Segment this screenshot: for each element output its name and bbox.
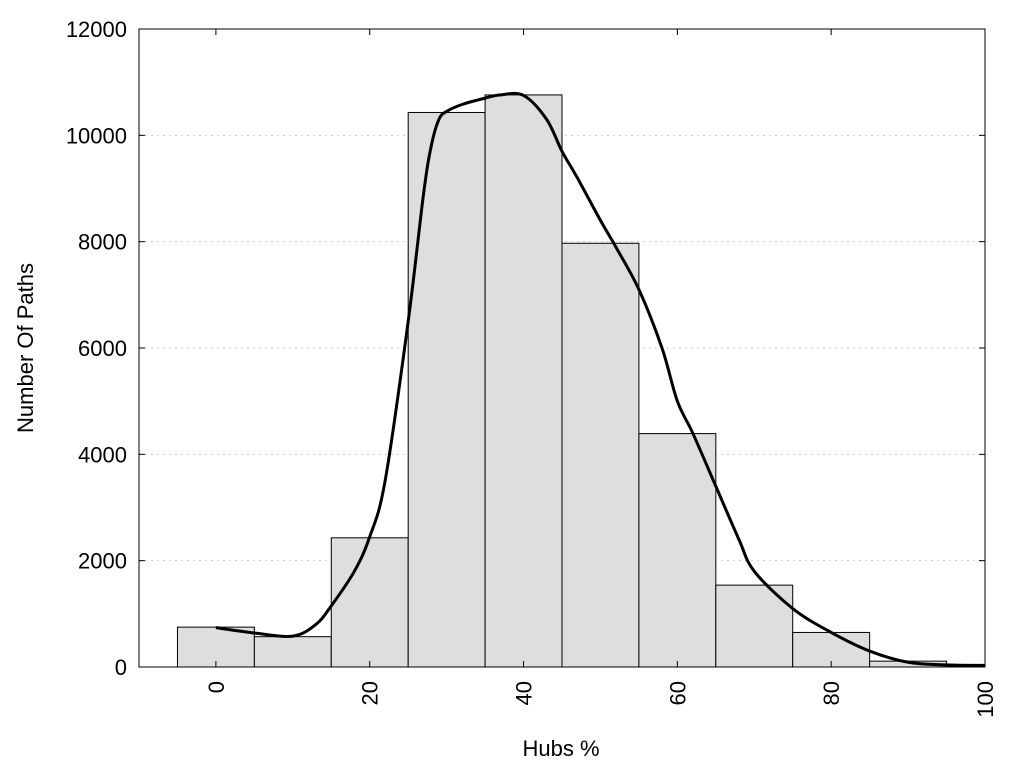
histogram-bar [407, 111, 486, 668]
y-tick-label: 6000 [78, 336, 127, 361]
histogram-bars [176, 94, 986, 668]
histogram-bar [484, 94, 563, 668]
histogram-bar [330, 537, 409, 668]
x-tick-label: 100 [973, 681, 998, 718]
y-tick-label: 4000 [78, 442, 127, 467]
x-axis-title: Hubs % [522, 736, 599, 761]
density-curve-line [215, 91, 986, 667]
histogram-bar [253, 636, 332, 668]
y-axis-ticks: 0 2000 4000 6000 8000 10000 12000 [66, 17, 985, 680]
y-tick-label: 10000 [66, 123, 127, 148]
x-tick-label: 20 [358, 681, 383, 705]
x-axis-ticks: 0 20 40 60 80 100 [204, 29, 998, 718]
x-tick-label: 60 [665, 681, 690, 705]
histogram-bar [561, 242, 640, 668]
y-axis-title: Number Of Paths [13, 263, 38, 433]
x-tick-label: 40 [512, 681, 537, 705]
y-tick-label: 2000 [78, 549, 127, 574]
y-tick-label: 8000 [78, 230, 127, 255]
histogram-bar [638, 433, 717, 668]
x-tick-label: 0 [204, 681, 229, 693]
y-tick-label: 0 [115, 655, 127, 680]
y-tick-label: 12000 [66, 17, 127, 42]
density-curve-layer [215, 91, 986, 667]
x-tick-label: 80 [819, 681, 844, 705]
histogram-bar [176, 626, 255, 668]
